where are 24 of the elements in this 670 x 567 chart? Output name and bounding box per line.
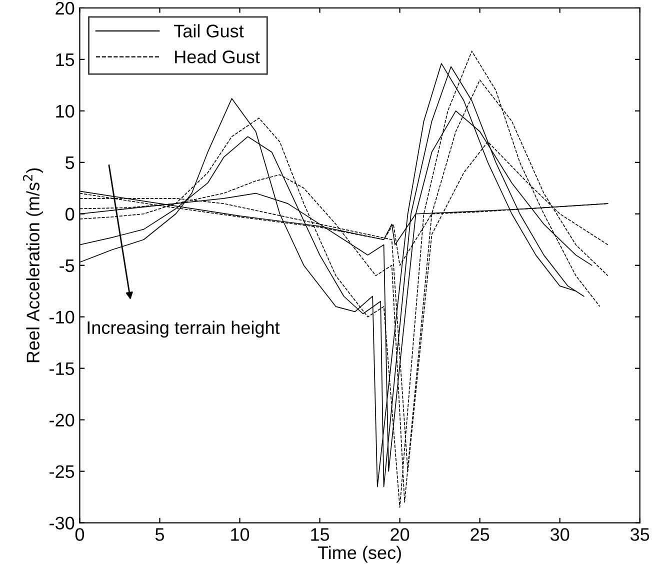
y-tick-label: -25 [50, 465, 74, 478]
y-tick-label: -10 [50, 310, 74, 324]
x-tick-label: 20 [390, 528, 410, 541]
y-tick-label: 10 [56, 104, 74, 118]
x-tick-label: 25 [470, 528, 490, 541]
x-tick-label: 30 [550, 528, 570, 541]
y-tick-label: -15 [50, 362, 74, 376]
y-tick-label: 20 [56, 2, 74, 15]
y-tick-label: -30 [50, 516, 74, 530]
x-tick-label: 15 [311, 528, 330, 541]
y-axis-title: Reel Acceleration (m/s$^{2}$) [23, 168, 44, 362]
x-tick-label: 5 [155, 528, 164, 541]
y-tick-label: 15 [56, 54, 74, 66]
x-tick-label: 35 [630, 528, 650, 541]
y-tick-label: -5 [60, 259, 74, 272]
x-axis-title: Time (sec) [318, 546, 401, 563]
x-tick-label: 10 [231, 528, 250, 541]
y-tick-label: -20 [50, 414, 74, 427]
legend-label: Head Gust [175, 50, 260, 64]
x-tick-label: 0 [75, 528, 84, 541]
y-tick-label: 0 [66, 208, 74, 221]
legend-label: Tail Gust [174, 24, 244, 38]
y-tick-label: 5 [66, 156, 74, 170]
annotation: Increasing terrain height [88, 320, 280, 338]
